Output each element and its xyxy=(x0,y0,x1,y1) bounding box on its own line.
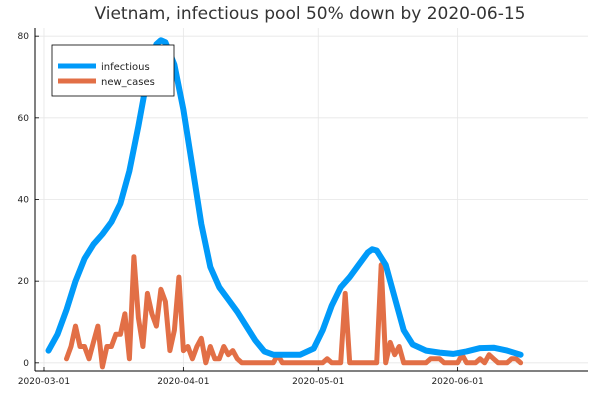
y-tick-label: 40 xyxy=(18,196,30,206)
series-lines xyxy=(45,37,524,370)
x-tick-labels: 2020-03-01 2020-04-01 2020-05-01 2020-06-01 xyxy=(18,377,484,387)
y-tick-label: 0 xyxy=(23,359,29,369)
y-tick-label: 60 xyxy=(18,114,30,124)
legend: infectious new_cases xyxy=(51,44,175,97)
chart-title: Vietnam, infectious pool 50% down by 202… xyxy=(94,4,525,24)
x-tick-label: 2020-05-01 xyxy=(292,377,344,387)
legend-label-infectious: infectious xyxy=(101,62,150,73)
y-tick-labels: 0 20 40 60 80 xyxy=(18,32,30,369)
series-line-new-cases xyxy=(64,254,524,370)
legend-box xyxy=(51,44,175,97)
y-tick-label: 20 xyxy=(18,277,30,287)
x-tick-label: 2020-03-01 xyxy=(18,377,70,387)
y-tick-label: 80 xyxy=(18,32,30,42)
axes xyxy=(34,28,588,372)
x-tick-label: 2020-06-01 xyxy=(431,377,483,387)
series-line-infectious xyxy=(45,37,524,358)
x-tick-label: 2020-04-01 xyxy=(157,377,209,387)
legend-label-new-cases: new_cases xyxy=(101,77,155,88)
